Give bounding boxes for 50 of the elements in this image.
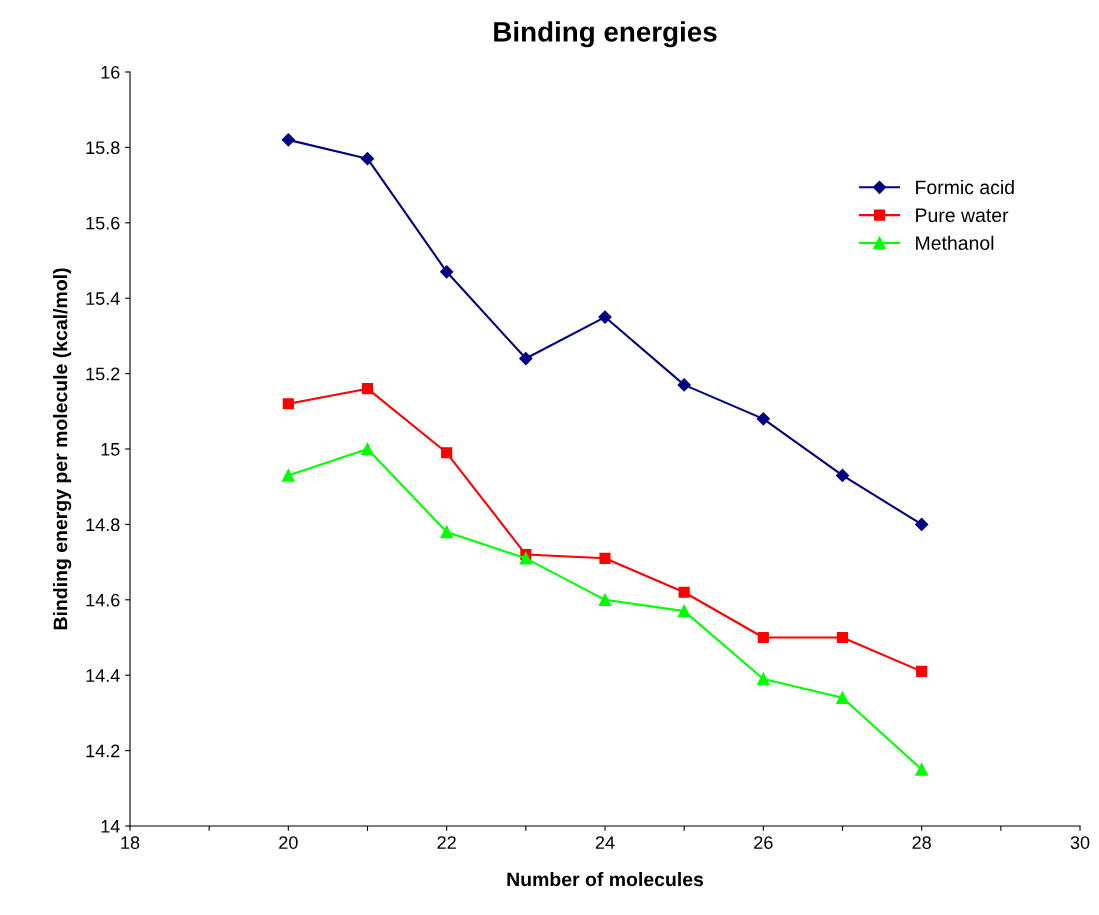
x-axis-title: Number of molecules <box>507 872 704 887</box>
x-tick-label: 18 <box>121 836 140 849</box>
y-tick-label: 14.6 <box>86 593 120 607</box>
point <box>598 593 612 607</box>
x-tick-label: 30 <box>1070 836 1090 849</box>
y-axis-title: Binding energy per molecule (kcal/mol) <box>53 268 72 630</box>
y-tick-label: 15.8 <box>86 141 120 155</box>
point <box>916 665 928 677</box>
point <box>677 378 691 392</box>
point <box>756 412 770 426</box>
point <box>282 398 294 410</box>
point <box>599 552 611 564</box>
x-tick-label: 28 <box>912 836 931 849</box>
y-tick-label: 14.4 <box>86 669 120 682</box>
point <box>836 691 849 705</box>
point <box>441 447 453 459</box>
x-tick-label: 26 <box>754 836 773 849</box>
point <box>757 631 769 644</box>
y-tick-label: 15.2 <box>86 367 120 381</box>
point <box>835 468 850 482</box>
x-tick-label: 22 <box>437 836 456 849</box>
y-tick-label: 14.2 <box>86 744 120 758</box>
y-tick-label: 15.6 <box>86 216 120 230</box>
x-tick-label: 20 <box>279 836 298 849</box>
point <box>440 525 453 539</box>
chart-title: Binding energies <box>494 21 717 48</box>
x-tick-label: 24 <box>595 836 615 849</box>
legend-label: Formic acid <box>916 179 1014 195</box>
point <box>361 442 374 456</box>
point <box>360 152 375 166</box>
point <box>836 631 849 644</box>
point <box>598 310 612 324</box>
legend-label: Methanol <box>916 235 994 250</box>
point <box>757 672 770 686</box>
y-tick-label: 15.4 <box>86 292 120 305</box>
point <box>915 517 929 531</box>
y-tick-label: 15 <box>101 443 120 456</box>
point <box>678 586 690 598</box>
point <box>915 763 928 776</box>
point <box>519 351 533 366</box>
y-tick-label: 14 <box>101 820 120 833</box>
point <box>440 265 454 279</box>
point <box>677 604 691 618</box>
y-tick-label: 16 <box>101 65 120 79</box>
point <box>361 383 374 395</box>
point <box>281 133 295 147</box>
y-tick-label: 14.8 <box>86 518 120 532</box>
legend-label: Pure water <box>916 208 1009 223</box>
point <box>282 469 295 482</box>
point <box>519 552 533 565</box>
